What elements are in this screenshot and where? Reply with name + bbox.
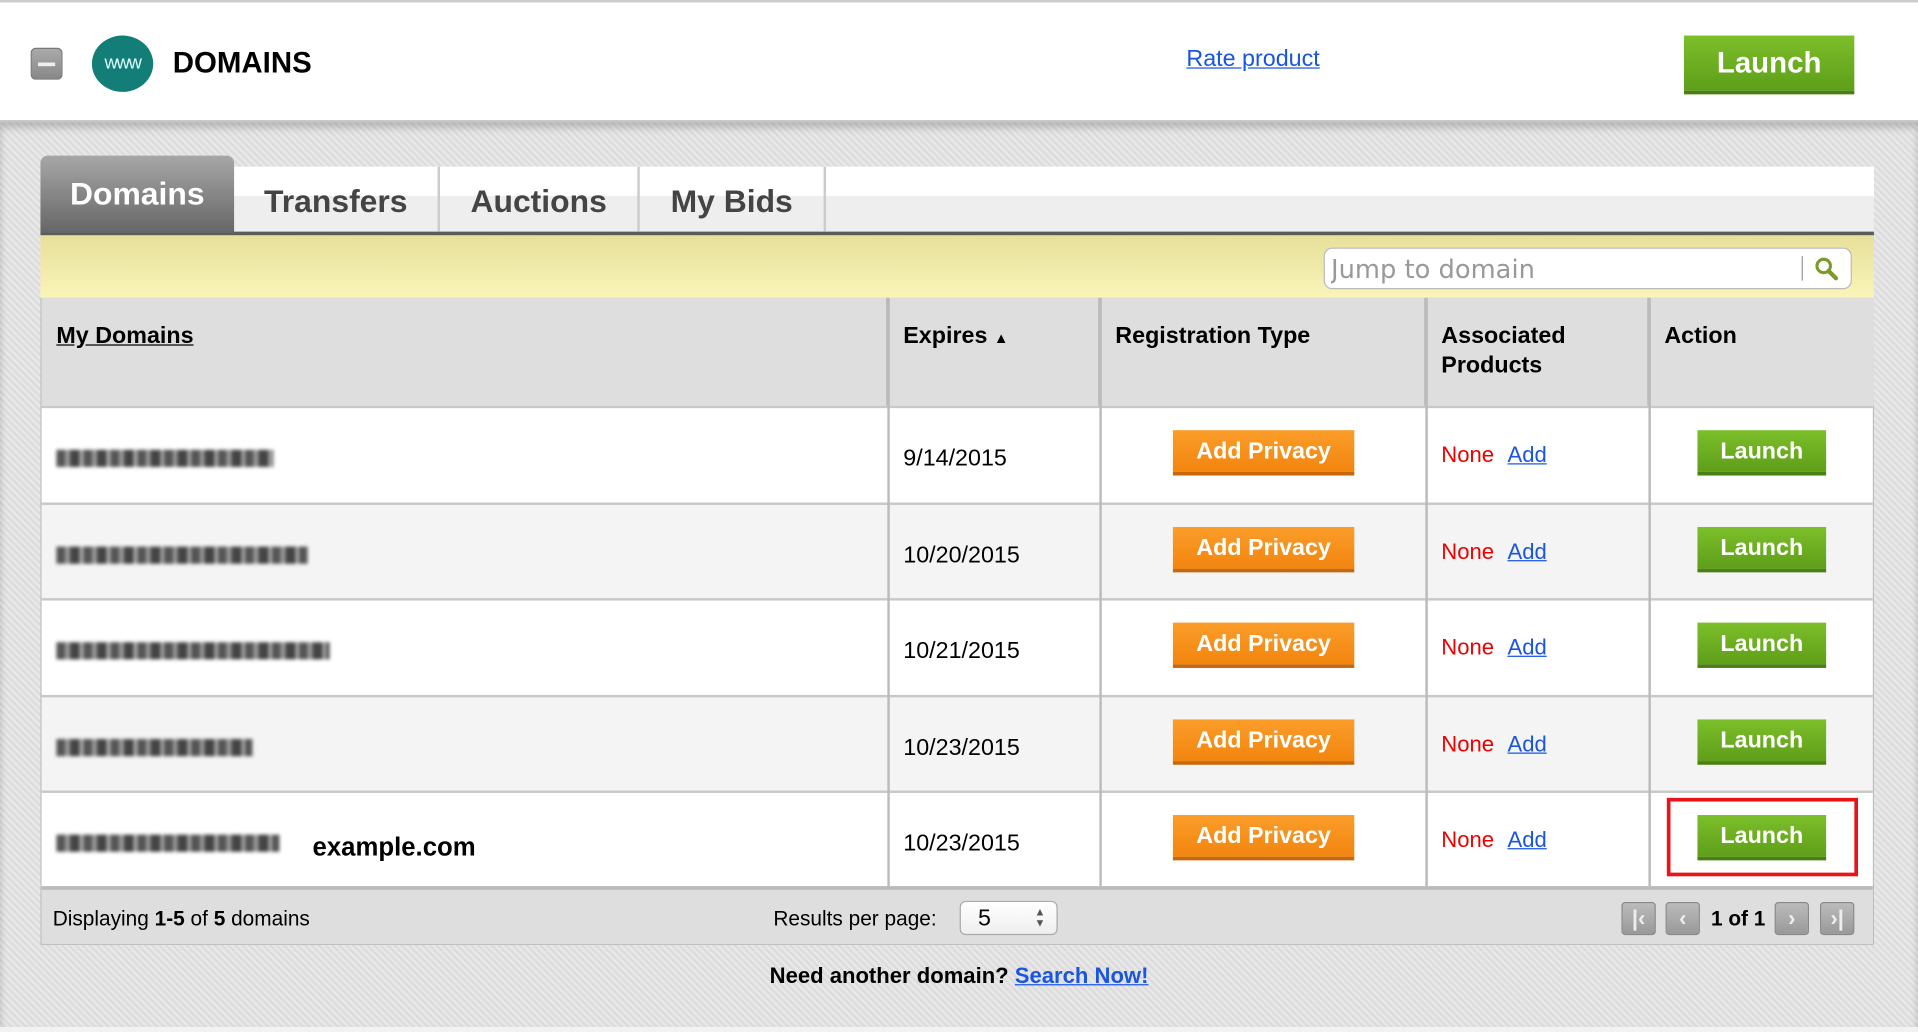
table-row: [41, 790, 1873, 887]
associated-products-none: None: [1441, 634, 1495, 660]
launch-button[interactable]: Launch: [1697, 815, 1827, 861]
add-privacy-button[interactable]: Add Privacy: [1172, 430, 1355, 476]
jump-to-domain-search: [1323, 247, 1852, 290]
displaying-count: Displaying 1-5 of 5 domains: [52, 906, 310, 931]
tab-auctions[interactable]: Auctions: [440, 166, 640, 232]
first-page-icon[interactable]: |‹: [1621, 902, 1656, 936]
expires-date: 10/21/2015: [903, 638, 1020, 665]
add-product-link[interactable]: Add: [1507, 634, 1547, 660]
launch-button-header[interactable]: Launch: [1683, 35, 1855, 95]
column-header-registration-type: Registration Type: [1100, 297, 1427, 406]
launch-button[interactable]: Launch: [1697, 622, 1827, 668]
blurred-domain-name[interactable]: [56, 449, 274, 467]
table-row: [41, 694, 1873, 790]
results-per-page-select[interactable]: 5 ▲ ▼: [959, 900, 1058, 936]
launch-button[interactable]: Launch: [1697, 430, 1827, 476]
search-icon[interactable]: [1813, 255, 1840, 282]
blurred-domain-name[interactable]: [56, 738, 253, 756]
associated-products-none: None: [1441, 731, 1495, 756]
highlight-box: [1666, 797, 1859, 877]
my-domains-sort-link[interactable]: My Domains: [56, 323, 194, 350]
table-row: [41, 501, 1873, 598]
add-product-link[interactable]: Add: [1507, 538, 1547, 564]
sort-ascending-icon: ▲: [993, 329, 1009, 347]
add-privacy-button[interactable]: Add Privacy: [1172, 815, 1355, 861]
search-divider: [1801, 256, 1803, 281]
need-domain-text: Need another domain?: [769, 963, 1015, 988]
expires-date: 10/23/2015: [903, 830, 1020, 857]
table-row: [41, 405, 1873, 502]
launch-button[interactable]: Launch: [1697, 526, 1827, 572]
search-input[interactable]: [1331, 252, 1797, 286]
collapse-icon[interactable]: [30, 47, 63, 80]
rate-product-link[interactable]: Rate product: [1186, 46, 1320, 73]
results-per-page-label: Results per page:: [773, 906, 937, 931]
page-title: DOMAINS: [172, 46, 312, 80]
header-bar: [0, 0, 1918, 123]
results-per-page-value: 5: [978, 905, 991, 932]
associated-products-none: None: [1441, 538, 1495, 564]
need-another-domain: Need another domain? Search Now!: [0, 963, 1918, 989]
column-header-action: Action: [1649, 297, 1874, 406]
last-page-icon[interactable]: ›|: [1820, 902, 1855, 936]
expires-date: 9/14/2015: [903, 446, 1007, 472]
column-header-expires[interactable]: Expires ▲: [888, 297, 1101, 406]
launch-button[interactable]: Launch: [1697, 718, 1827, 765]
expires-label: Expires: [903, 323, 988, 350]
www-logo-icon: www: [91, 35, 154, 92]
add-product-link[interactable]: Add: [1507, 827, 1547, 852]
blurred-domain-name[interactable]: [56, 834, 280, 852]
column-divider: [1648, 297, 1651, 887]
add-product-link[interactable]: Add: [1507, 731, 1547, 756]
previous-page-icon[interactable]: ‹: [1665, 902, 1700, 936]
add-privacy-button[interactable]: Add Privacy: [1172, 526, 1355, 572]
tab-my-bids[interactable]: My Bids: [640, 166, 827, 232]
column-divider: [1099, 297, 1102, 887]
column-header-my-domains[interactable]: My Domains: [41, 297, 889, 406]
add-product-link[interactable]: Add: [1507, 442, 1547, 467]
add-privacy-button[interactable]: Add Privacy: [1172, 622, 1355, 668]
page-info: 1 of 1: [1710, 906, 1766, 931]
search-now-link[interactable]: Search Now!: [1014, 963, 1149, 988]
domain-label: example.com: [312, 833, 476, 862]
column-divider: [1425, 297, 1428, 887]
associated-products-none: None: [1441, 827, 1495, 852]
expires-date: 10/20/2015: [903, 542, 1020, 569]
tab-domains[interactable]: Domains: [40, 155, 235, 233]
expires-date: 10/23/2015: [903, 734, 1020, 761]
tab-transfers[interactable]: Transfers: [234, 166, 440, 232]
add-privacy-button[interactable]: Add Privacy: [1172, 718, 1355, 765]
tab-bar: [40, 166, 1874, 236]
stepper-arrows-icon: ▲ ▼: [1034, 905, 1046, 930]
column-divider: [887, 297, 890, 887]
blurred-domain-name[interactable]: [56, 642, 330, 660]
column-header-associated-products: Associated Products: [1426, 297, 1650, 406]
table-footer: Displaying 1-5 of 5 domains Results per …: [41, 886, 1873, 944]
associated-products-none: None: [1441, 442, 1495, 467]
blurred-domain-name[interactable]: [56, 546, 308, 564]
table-row: [41, 598, 1873, 694]
next-page-icon[interactable]: ›: [1774, 902, 1809, 936]
